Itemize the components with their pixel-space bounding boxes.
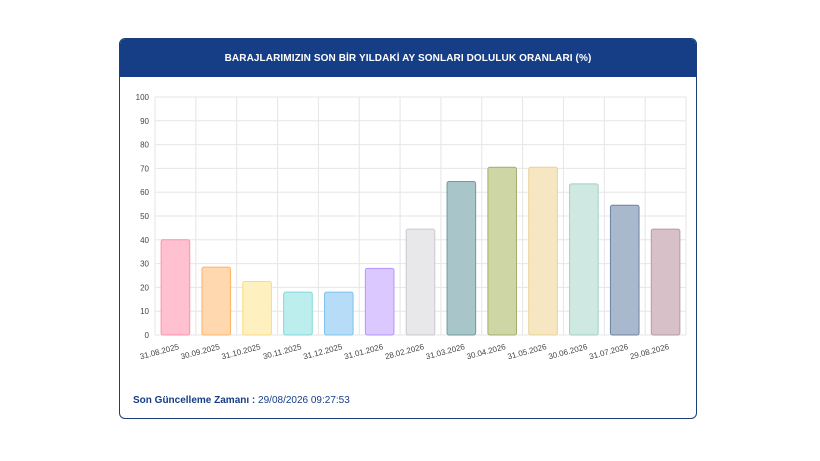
chart-card: BARAJLARIMIZIN SON BİR YILDAKİ AY SONLAR… <box>119 38 697 419</box>
x-tick-label: 30.09.2025 <box>180 342 222 361</box>
bar <box>283 291 313 336</box>
y-tick-label: 0 <box>145 331 150 340</box>
x-tick-label: 31.05.2026 <box>507 342 549 361</box>
y-tick-label: 40 <box>140 236 149 245</box>
chart-title: BARAJLARIMIZIN SON BİR YILDAKİ AY SONLAR… <box>120 39 696 77</box>
x-tick-label: 31.10.2025 <box>221 342 263 361</box>
bar <box>324 291 354 336</box>
bar <box>201 266 232 336</box>
x-tick-label: 28.02.2026 <box>384 342 426 361</box>
y-tick-label: 90 <box>140 117 149 126</box>
x-tick-label: 30.04.2026 <box>466 342 508 361</box>
y-tick-label: 100 <box>136 93 150 102</box>
x-tick-label: 31.12.2025 <box>302 342 344 361</box>
x-tick-label: 30.11.2025 <box>262 342 303 361</box>
bar <box>160 239 191 336</box>
y-tick-label: 80 <box>140 141 149 150</box>
last-update-value: 29/08/2026 09:27:53 <box>258 395 350 406</box>
x-tick-label: 29.08.2026 <box>629 342 671 361</box>
bar <box>569 183 599 336</box>
bar <box>609 204 640 336</box>
x-tick-label: 31.07.2026 <box>588 342 630 361</box>
bar-chart: 0 10 20 30 40 50 60 70 80 90 100 31.08.2025 30.09.20… <box>136 93 687 361</box>
chart-area: 0 10 20 30 40 50 60 70 80 90 100 31.08.2025 30.09.20… <box>120 77 696 377</box>
y-tick-label: 50 <box>140 212 149 221</box>
last-update: Son Güncelleme Zamanı : 29/08/2026 09:27… <box>133 395 350 406</box>
bar <box>650 228 681 336</box>
bar <box>364 267 395 336</box>
x-tick-label: 30.06.2026 <box>547 342 589 361</box>
bar <box>528 166 558 336</box>
x-tick-label: 31.08.2025 <box>139 342 181 361</box>
y-tick-label: 70 <box>140 164 149 173</box>
bar <box>487 166 517 336</box>
y-tick-label: 30 <box>140 260 149 269</box>
y-tick-label: 20 <box>140 283 149 292</box>
x-tick-label: 31.01.2026 <box>343 342 385 361</box>
bar <box>242 280 272 336</box>
bar <box>446 180 477 336</box>
bar <box>405 228 436 336</box>
y-tick-label: 60 <box>140 188 149 197</box>
last-update-label: Son Güncelleme Zamanı : <box>133 395 256 406</box>
x-tick-label: 31.03.2026 <box>425 342 467 361</box>
y-tick-label: 10 <box>140 307 149 316</box>
